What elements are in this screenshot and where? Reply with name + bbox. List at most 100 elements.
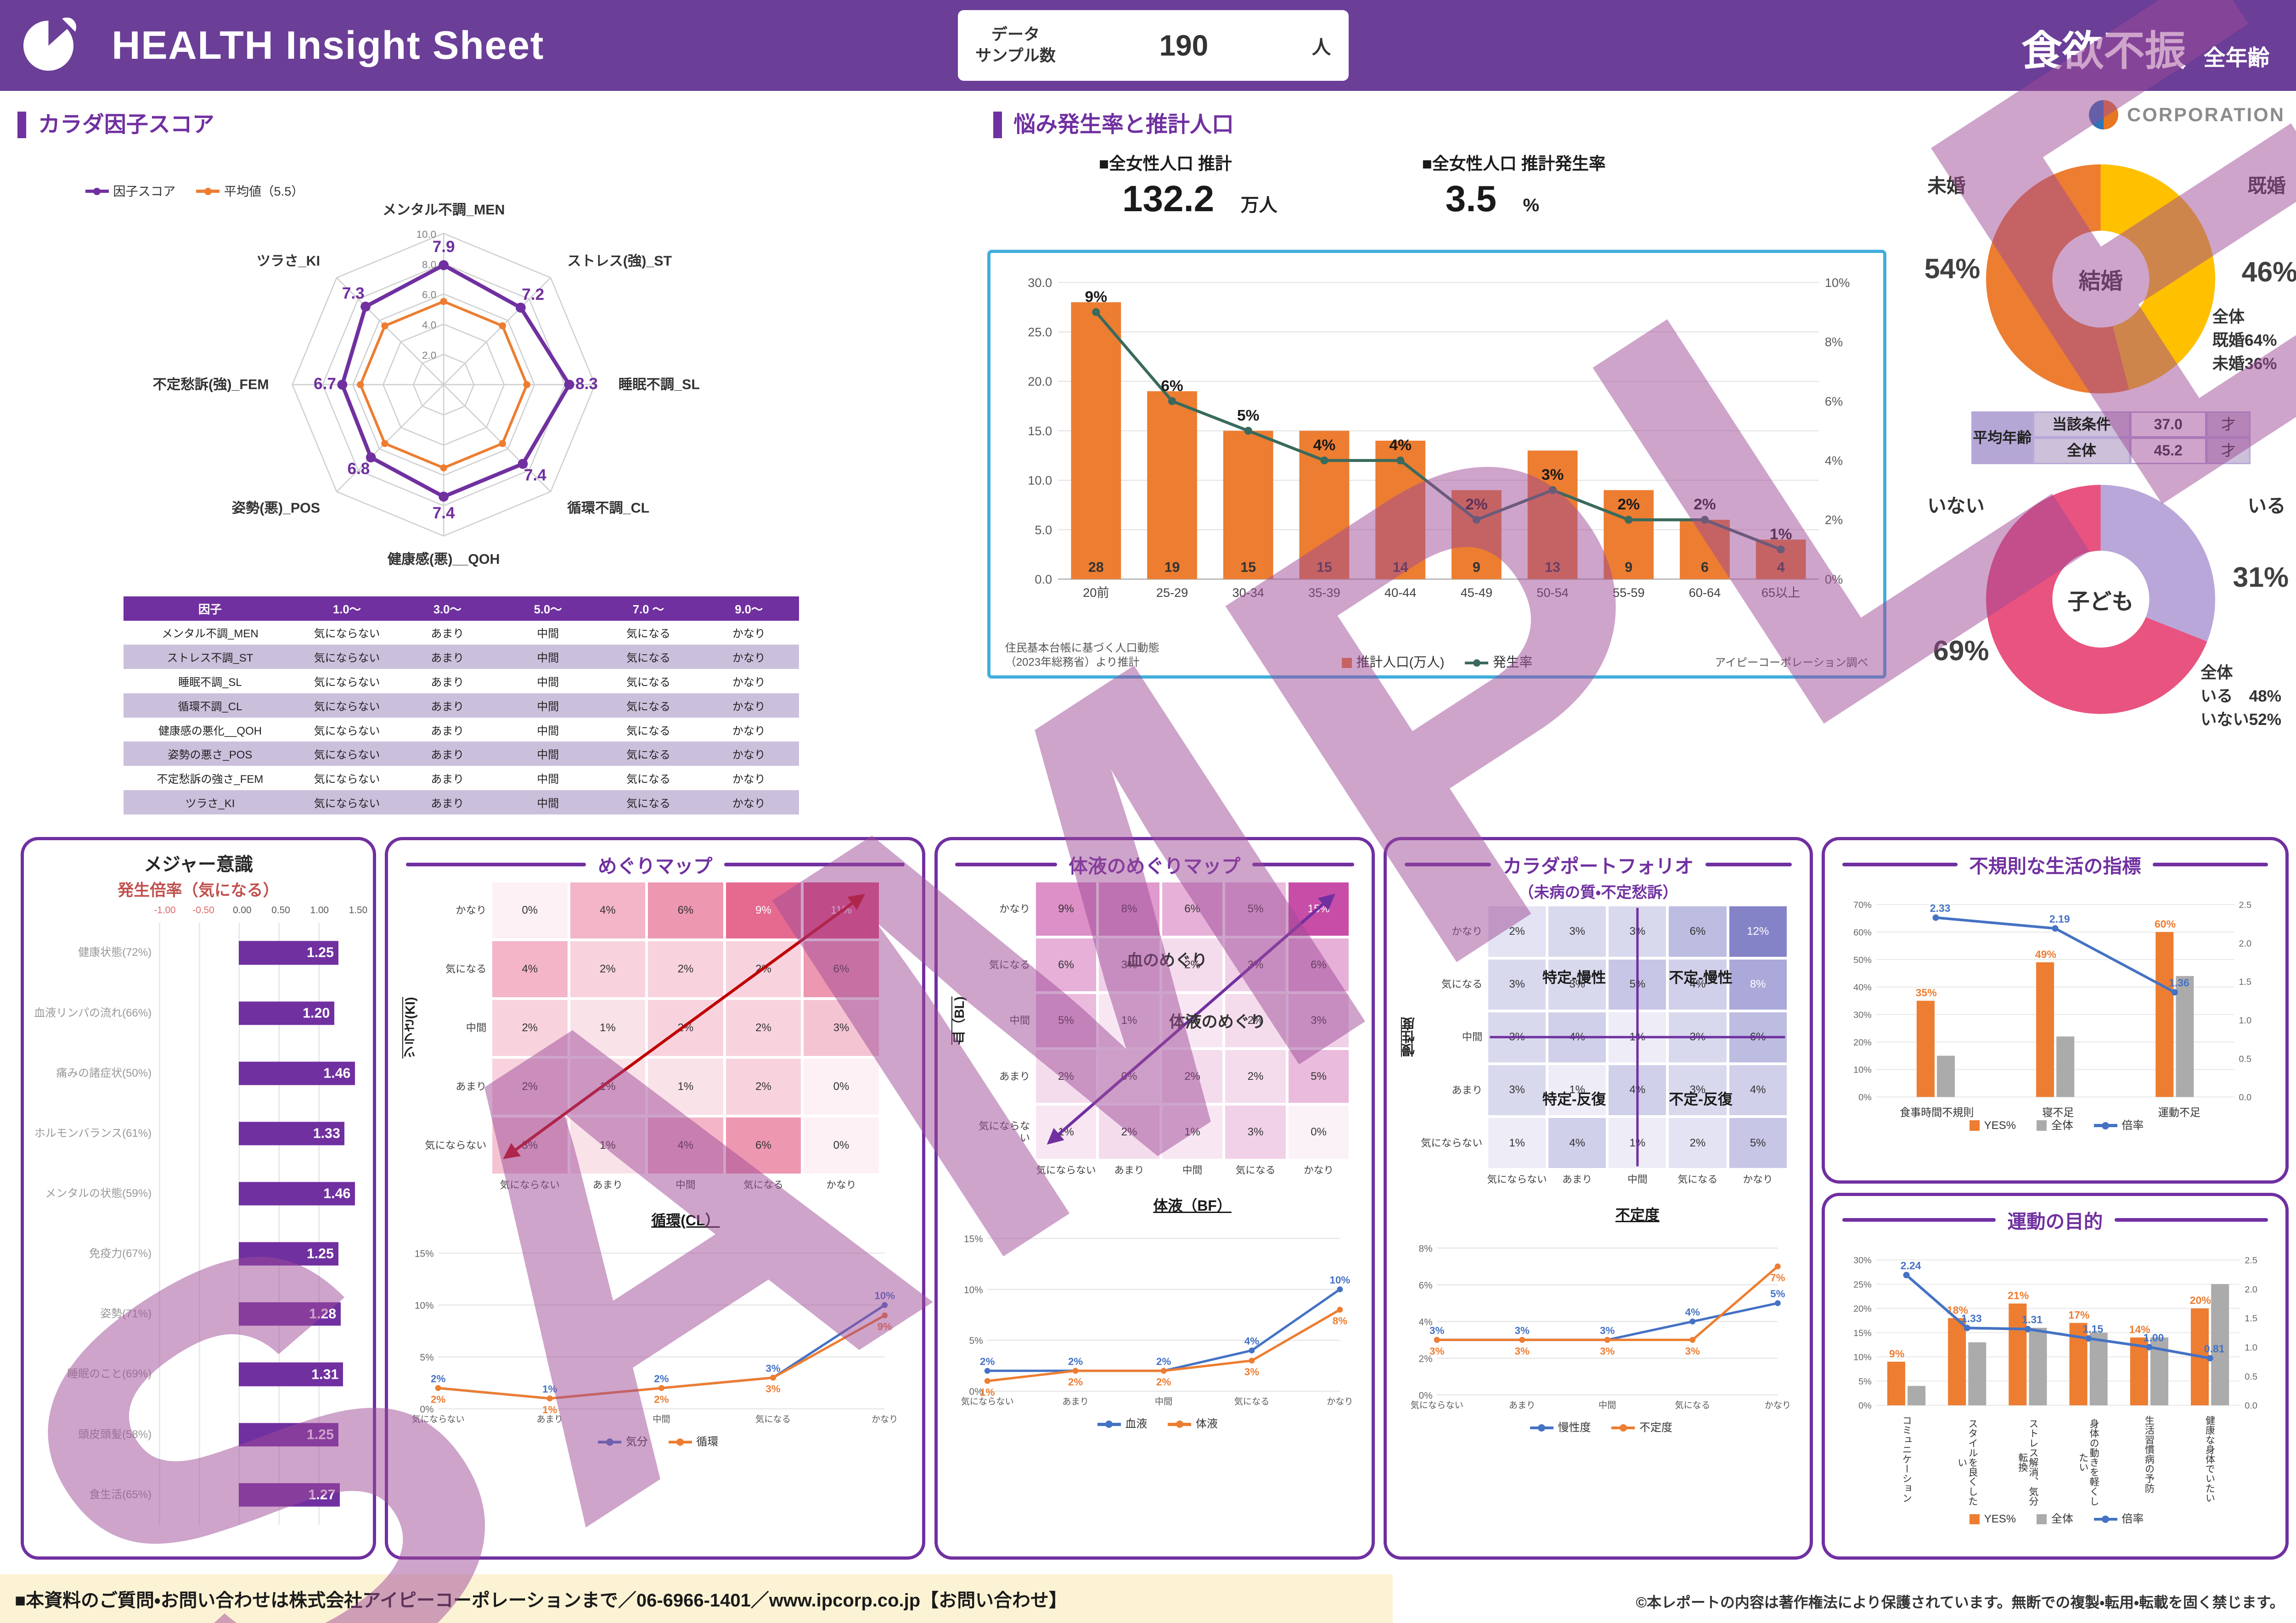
svg-text:20.0: 20.0 bbox=[1028, 374, 1052, 388]
ln bbox=[1611, 1426, 1635, 1429]
hm-gridbox: かなり 9% 8% 6% 5% 15% 気になる 6% 3% 2% 3% 6% 中間 5% 1% 1% 2% 3%… bbox=[970, 881, 1351, 1192]
svg-text:4: 4 bbox=[1777, 559, 1785, 575]
ft-cell: ストレス不調_ST bbox=[123, 645, 297, 669]
lt: 血液 bbox=[1125, 1418, 1148, 1431]
hm-cell: 4% bbox=[1607, 1063, 1668, 1117]
major-row: 睡眠のこと(69%) 1.31 bbox=[24, 1344, 358, 1405]
xcell: コミュニケーション bbox=[1876, 1415, 1937, 1512]
hm-cell: 5% bbox=[1728, 1117, 1788, 1170]
svg-text:2%: 2% bbox=[654, 1394, 669, 1405]
xcell: スタイルを良くしたい bbox=[1937, 1415, 1998, 1512]
major-track: 1.25 bbox=[159, 1404, 358, 1465]
major-label: 姿勢(71%) bbox=[100, 1308, 152, 1320]
svg-text:4%: 4% bbox=[1244, 1336, 1259, 1347]
population-chart-footer: 住民基本台帳に基づく人口動態 （2023年総務省）より推計 推計人口(万人) 発生… bbox=[1005, 641, 1868, 669]
lt: 全体 bbox=[2051, 1513, 2073, 1526]
ft-cell: 不定愁訴の強さ_FEM bbox=[123, 766, 297, 791]
hm-cell: 3% bbox=[802, 999, 880, 1058]
svg-text:30.0: 30.0 bbox=[1028, 275, 1052, 289]
major-track: 1.31 bbox=[159, 1344, 358, 1405]
panel-title: 不規則な生活の指標 bbox=[1842, 851, 2268, 878]
hm-cell: 9% bbox=[1034, 881, 1098, 937]
svg-text:気になる: 気になる bbox=[755, 1415, 791, 1425]
svg-text:3%: 3% bbox=[1600, 1325, 1615, 1336]
svg-text:28: 28 bbox=[1088, 559, 1104, 575]
hm-cell: 0% bbox=[491, 881, 569, 940]
li: 循環 bbox=[668, 1437, 718, 1448]
hm-gridbox: かなり 0% 4% 6% 9% 11% 気になる 4% 2% 2% 2% 6% 中間 2% 1% 2% 2% 3%… bbox=[420, 881, 880, 1207]
hm-cell: 8% bbox=[1728, 958, 1788, 1011]
svg-text:1.5: 1.5 bbox=[2245, 1314, 2258, 1324]
hm-cell: 1% bbox=[1486, 1117, 1548, 1170]
svg-text:40%: 40% bbox=[1853, 983, 1872, 993]
svg-text:30%: 30% bbox=[1853, 1010, 1872, 1020]
hm-collabel: 気になる bbox=[743, 1179, 783, 1191]
svg-text:10%: 10% bbox=[415, 1301, 434, 1311]
svg-text:0.5: 0.5 bbox=[2245, 1372, 2258, 1382]
axis-tick: 0.50 bbox=[271, 905, 290, 916]
population-legend: 推計人口(万人) 発生率 bbox=[1341, 656, 1532, 669]
svg-text:中間: 中間 bbox=[1598, 1400, 1616, 1410]
ft-cell: 姿勢の悪さ_POS bbox=[123, 741, 297, 766]
svg-text:0%: 0% bbox=[1858, 1401, 1872, 1410]
major-track: 1.27 bbox=[159, 1465, 358, 1525]
svg-text:55-59: 55-59 bbox=[1613, 585, 1645, 599]
major-bar: 1.46 bbox=[238, 1061, 355, 1085]
svg-text:2.33: 2.33 bbox=[1930, 902, 1951, 914]
pct-has-children: 31% bbox=[2233, 562, 2289, 593]
footer-contact[interactable]: ■本資料のご質問・お問い合わせは株式会社アイピーコーポレーションまで／06-69… bbox=[0, 1574, 1393, 1623]
hm-cell: 3% bbox=[1224, 937, 1287, 993]
x-label: 生活習慣病の予防 bbox=[2144, 1415, 2155, 1493]
ft-cell: あまり bbox=[397, 717, 498, 742]
hm-quad: 不定-慢性 bbox=[1669, 969, 1733, 986]
svg-text:15%: 15% bbox=[415, 1249, 434, 1259]
svg-text:0.0: 0.0 bbox=[2245, 1401, 2258, 1410]
svg-text:15: 15 bbox=[1317, 559, 1332, 575]
svg-text:かなり: かなり bbox=[872, 1415, 898, 1425]
hm-cell: 3% bbox=[1486, 1011, 1548, 1064]
svg-text:5.0: 5.0 bbox=[1035, 522, 1052, 537]
combo-irregular-svg: 0% 10% 20% 30% 40% 50% 60% 70% 0.0 0.5 1.0 1.5 2.0 2.… bbox=[1853, 900, 2251, 1103]
ft-cell: かなり bbox=[698, 717, 799, 742]
svg-text:5%: 5% bbox=[969, 1336, 983, 1346]
population-note: 住民基本台帳に基づく人口動態 （2023年総務省）より推計 bbox=[1005, 641, 1159, 668]
svg-text:あまり: あまり bbox=[1509, 1401, 1536, 1410]
svg-text:循環不調_CL: 循環不調_CL bbox=[567, 500, 649, 516]
hm-cell: 4% bbox=[1547, 1117, 1608, 1170]
header: HEALTH Insight Sheet データ サンプル数 190 人 食欲不… bbox=[0, 0, 2296, 91]
hm-rowlabel: 中間 bbox=[466, 1022, 487, 1034]
ft-cell: 健康感の悪化__QOH bbox=[123, 717, 297, 742]
hm-ytitle: 血（BL) bbox=[952, 996, 968, 1045]
hm-cell: 4% bbox=[1728, 1063, 1788, 1117]
li: 慢性度 bbox=[1530, 1422, 1591, 1433]
li: 全体 bbox=[2036, 1513, 2073, 1526]
hm-grid: かなり 9% 8% 6% 5% 15% 気になる 6% 3% 2% 3% 6% 中間 5% 1% 1% 2% 3%… bbox=[970, 881, 1351, 1192]
major-label: 免疫力(67%) bbox=[89, 1247, 152, 1260]
svg-text:1%: 1% bbox=[542, 1383, 557, 1395]
svg-text:10.0: 10.0 bbox=[1028, 473, 1052, 487]
hm-rowlabel: あまり bbox=[1452, 1084, 1483, 1096]
hm-collabel: かなり bbox=[826, 1179, 856, 1191]
hm-collabel: かなり bbox=[1304, 1164, 1334, 1176]
major-row: 血液リンパの流れ(66%) 1.20 bbox=[24, 983, 358, 1044]
xcell: 身体の動きを軽くしたい bbox=[2058, 1415, 2119, 1512]
major-track: 1.33 bbox=[159, 1103, 358, 1164]
ft-cell: 気になる bbox=[598, 645, 699, 669]
svg-text:中間: 中間 bbox=[1155, 1397, 1172, 1407]
svg-text:25-29: 25-29 bbox=[1156, 585, 1188, 599]
svg-text:4%: 4% bbox=[1825, 453, 1843, 467]
major-awareness-panel: メジャー意識 発生倍率（気になる） -1.00 -0.50 0.00 0.50 1.00… bbox=[20, 837, 376, 1560]
hm-cell: 6% bbox=[647, 881, 725, 940]
ft-cell: 7.0 〜 bbox=[598, 596, 699, 621]
label-married: 既婚 bbox=[2247, 175, 2286, 197]
avg-age-row-label: 当該条件 bbox=[2033, 411, 2130, 438]
lgd: YES% 全体 倍率 bbox=[1836, 1514, 2277, 1525]
hm-anno: 体液のめぐり bbox=[1169, 1013, 1266, 1031]
meguri-heatmap: ツラさ(KI) かなり 0% 4% 6% 9% 11% 気になる 4% 2% 2% 2% 6% 中間 2% 1… bbox=[400, 881, 913, 1230]
ft-cell: 気になる bbox=[598, 766, 699, 791]
svg-text:35-39: 35-39 bbox=[1308, 585, 1340, 599]
ip-corporation-logo: CORPORATION bbox=[2088, 100, 2285, 129]
major-bar: 1.20 bbox=[238, 1001, 334, 1025]
lt: 慢性度 bbox=[1558, 1421, 1591, 1434]
